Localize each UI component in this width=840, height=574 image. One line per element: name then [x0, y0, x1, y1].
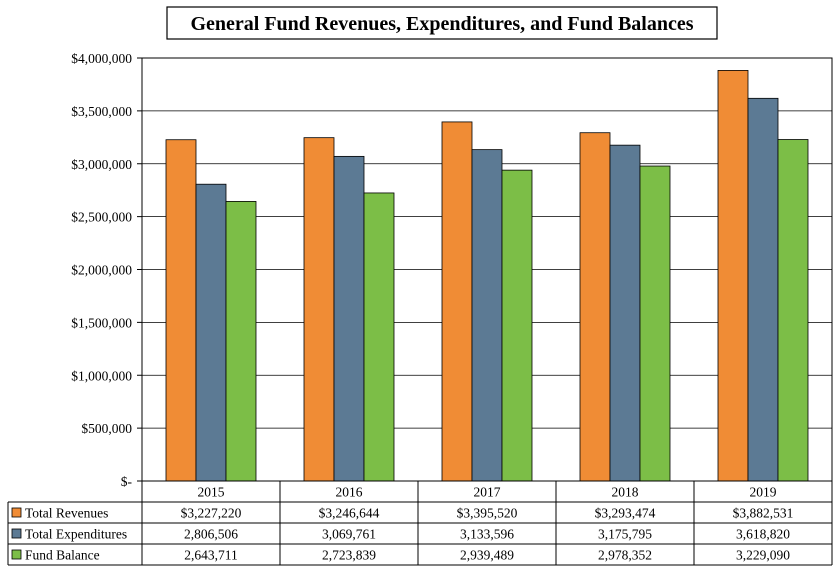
bar [441, 121, 473, 482]
y-tick-label: $2,500,000 [71, 210, 132, 225]
data-label: 3,069,761 [322, 527, 376, 542]
data-label: $3,395,520 [457, 506, 518, 521]
bar [333, 155, 365, 482]
data-label: 2,643,711 [184, 548, 238, 563]
legend-swatch [11, 549, 22, 560]
data-label: 2,978,352 [598, 548, 652, 563]
bar [225, 201, 257, 482]
bar [501, 169, 533, 482]
data-label: $3,293,474 [595, 506, 656, 521]
bar [303, 137, 335, 482]
chart-title: General Fund Revenues, Expenditures, and… [190, 13, 693, 35]
y-tick-label: $- [121, 474, 133, 489]
data-label: 2,939,489 [460, 548, 514, 563]
data-label: 3,229,090 [736, 548, 790, 563]
bar [717, 70, 749, 482]
bars [165, 70, 809, 482]
bar [609, 144, 641, 482]
legend-swatch [11, 528, 22, 539]
data-label: 3,133,596 [460, 527, 514, 542]
x-tick-label: 2019 [750, 485, 777, 500]
data-table: 2015 2016 2017 2018 2019 Total Revenues $3,227… [7, 480, 833, 566]
legend-label: Fund Balance [25, 548, 100, 563]
chart-title-box: General Fund Revenues, Expenditures, and… [166, 6, 718, 40]
bar [195, 183, 227, 482]
y-tick-label: $1,000,000 [71, 368, 132, 383]
bar [639, 165, 671, 482]
data-label: 2,723,839 [322, 548, 376, 563]
data-label: $3,227,220 [181, 506, 242, 521]
data-label: 2,806,506 [184, 527, 238, 542]
data-label: $3,882,531 [733, 506, 794, 521]
y-tick-label: $3,000,000 [71, 157, 132, 172]
bar [471, 149, 503, 482]
x-tick-label: 2017 [474, 485, 501, 500]
y-tick-label: $500,000 [81, 421, 132, 436]
x-tick-label: 2016 [336, 485, 363, 500]
data-label: 3,175,795 [598, 527, 652, 542]
y-tick-label: $4,000,000 [71, 51, 132, 66]
y-axis: $- $500,000 $1,000,000 $1,500,000 $2,000,000… [71, 51, 142, 489]
data-label: $3,246,644 [319, 506, 380, 521]
data-label: 3,618,820 [736, 527, 790, 542]
bar [777, 139, 809, 482]
legend-label: Total Revenues [25, 506, 108, 521]
y-tick-label: $2,000,000 [71, 263, 132, 278]
bar [165, 139, 197, 482]
legend-label: Total Expenditures [25, 527, 127, 542]
bar [747, 97, 779, 482]
y-tick-label: $3,500,000 [71, 104, 132, 119]
bar [363, 192, 395, 482]
legend-swatch [11, 507, 22, 518]
bar [579, 132, 611, 482]
x-tick-label: 2018 [612, 485, 639, 500]
x-tick-label: 2015 [198, 485, 225, 500]
y-tick-label: $1,500,000 [71, 315, 132, 330]
